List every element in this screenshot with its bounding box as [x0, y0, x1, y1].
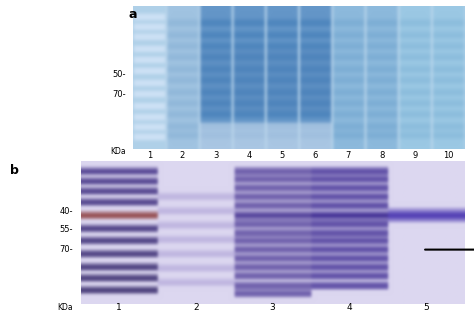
Text: 7: 7 [346, 151, 351, 160]
Text: 3: 3 [270, 303, 275, 310]
Text: 5: 5 [279, 151, 285, 160]
Text: 55-: 55- [59, 225, 73, 234]
Text: 70-: 70- [59, 245, 73, 254]
Text: 3: 3 [213, 151, 219, 160]
Text: 9: 9 [412, 151, 418, 160]
Text: b: b [10, 164, 19, 177]
Text: KDa: KDa [110, 147, 126, 156]
Text: 1: 1 [116, 303, 122, 310]
Text: 8: 8 [379, 151, 384, 160]
Text: 2: 2 [180, 151, 185, 160]
Text: 50-: 50- [113, 70, 126, 79]
Text: a: a [129, 8, 137, 21]
Text: 40-: 40- [59, 206, 73, 216]
Text: 5: 5 [423, 303, 429, 310]
Text: 4: 4 [346, 303, 352, 310]
Text: KDa: KDa [57, 303, 73, 310]
Text: 4: 4 [246, 151, 252, 160]
Text: 10: 10 [443, 151, 453, 160]
Text: 2: 2 [193, 303, 199, 310]
Text: 6: 6 [312, 151, 318, 160]
Text: 1: 1 [146, 151, 152, 160]
Text: 70-: 70- [112, 90, 126, 99]
